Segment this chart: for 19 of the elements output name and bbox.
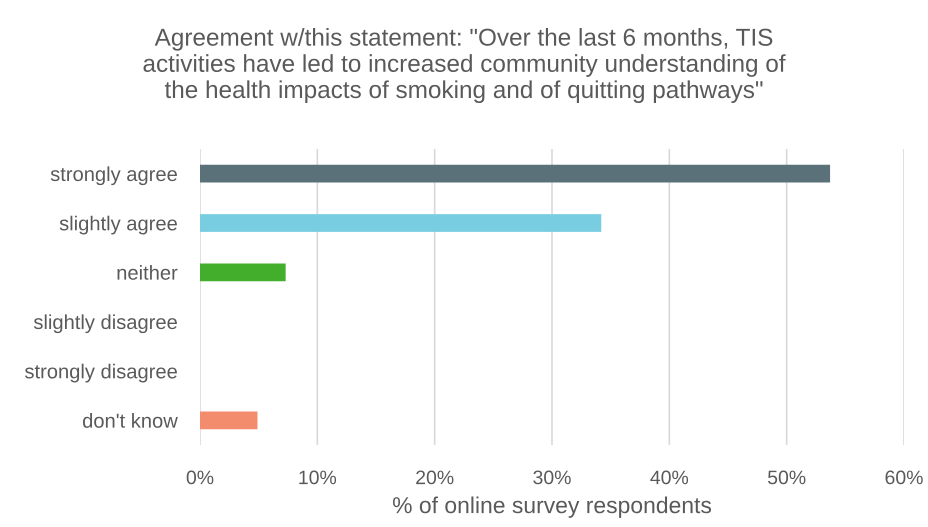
- y-tick-label: slightly agree: [60, 216, 177, 234]
- x-tick-label: 50%: [768, 470, 806, 484]
- y-tick-label: neither: [118, 265, 178, 280]
- y-tick-label: don't know: [82, 413, 178, 428]
- chart-title: Agreement w/this statement: "Over the last 6 months, TIS activities have led to increased community understanding of the health impacts of smoking and of quitting pathways": [144, 28, 786, 104]
- bar: [200, 411, 258, 430]
- x-tick-label: 30%: [533, 470, 571, 484]
- x-tick-label: 40%: [650, 470, 688, 484]
- x-tick-label: 0%: [186, 470, 214, 484]
- x-tick-label: 20%: [416, 470, 454, 484]
- x-axis-title: % of online survey respondents: [392, 496, 712, 518]
- y-tick-label: strongly agree: [50, 166, 177, 186]
- bar: [200, 263, 286, 282]
- bar: [200, 214, 602, 232]
- bar: [200, 164, 830, 183]
- x-tick-label: 60%: [886, 470, 923, 484]
- y-tick-label: strongly disagree: [24, 364, 177, 382]
- y-tick-label: slightly disagree: [34, 314, 177, 334]
- x-tick-label: 10%: [299, 470, 336, 484]
